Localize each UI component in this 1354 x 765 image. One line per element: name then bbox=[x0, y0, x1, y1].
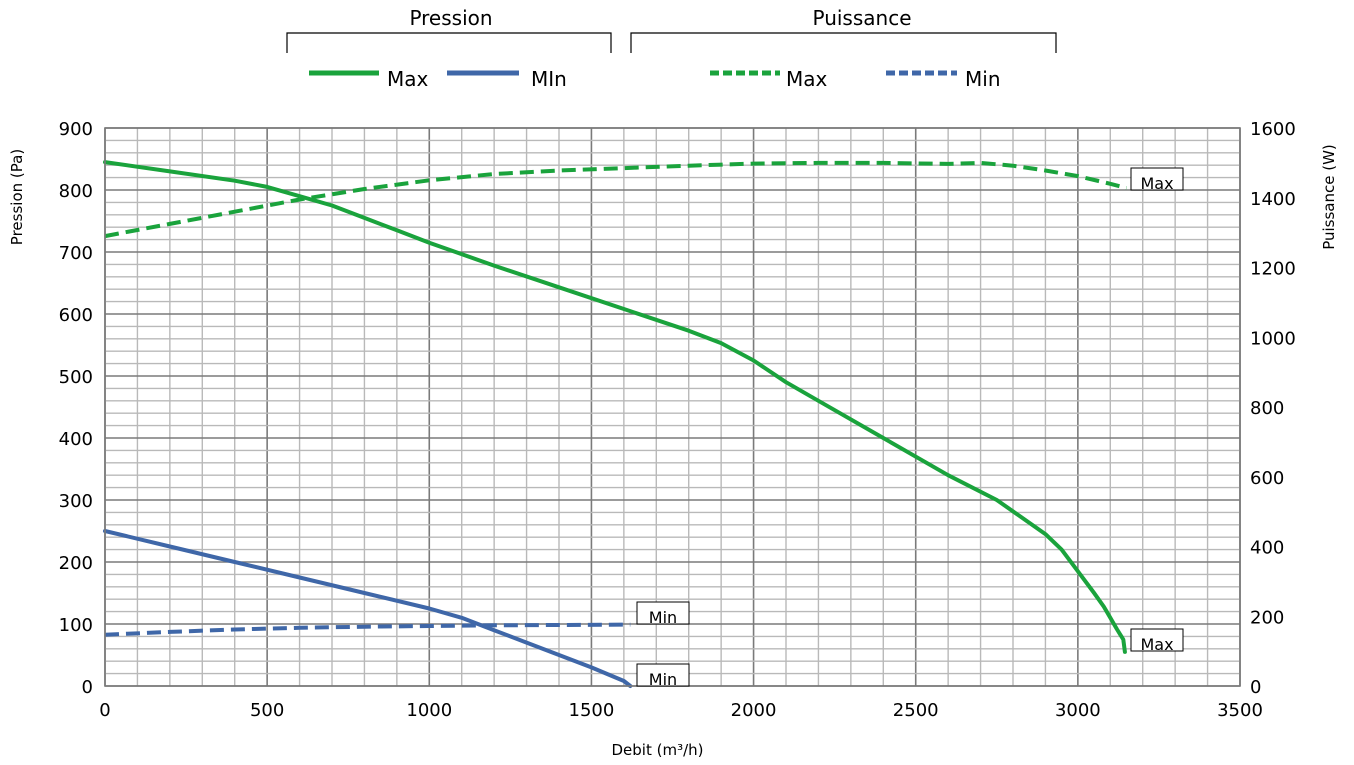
y2-tick-label: 1600 bbox=[1250, 119, 1296, 140]
series-puissance-min-line bbox=[104, 622, 631, 637]
curve-label-box bbox=[636, 601, 690, 625]
legend-label: MIn bbox=[531, 67, 567, 91]
y2-tick-label: 600 bbox=[1250, 468, 1284, 489]
y-tick-label: 900 bbox=[59, 119, 93, 140]
series-puissance-max-line bbox=[104, 160, 1128, 239]
x-axis-label: Debit (m³/h) bbox=[611, 741, 703, 759]
y-tick-label: 0 bbox=[82, 677, 93, 698]
curve-label: Max bbox=[1140, 635, 1173, 654]
y2-tick-label: 800 bbox=[1250, 398, 1284, 419]
x-tick-label: 3500 bbox=[1217, 700, 1263, 721]
y2-tick-label: 1200 bbox=[1250, 259, 1296, 280]
legend-group-bracket bbox=[630, 32, 1057, 53]
legend-label: Max bbox=[387, 67, 429, 91]
curve-label-box bbox=[1130, 167, 1184, 191]
y-tick-label: 600 bbox=[59, 305, 93, 326]
x-tick-label: 2000 bbox=[731, 700, 777, 721]
y-tick-label: 400 bbox=[59, 429, 93, 450]
x-tick-label: 3000 bbox=[1055, 700, 1101, 721]
y-tick-label: 200 bbox=[59, 553, 93, 574]
y-tick-label: 100 bbox=[59, 615, 93, 636]
legend-group-title: Puissance bbox=[812, 6, 911, 30]
curve-label-box bbox=[636, 663, 690, 687]
end-labels: Max Min Max Min bbox=[636, 167, 1184, 689]
curve-label: Min bbox=[649, 608, 677, 627]
x-tick-label: 500 bbox=[250, 700, 284, 721]
series-layer bbox=[103, 160, 1128, 688]
x-tick-label: 2500 bbox=[893, 700, 939, 721]
legend: Pression Puissance Max MIn Max Min bbox=[286, 6, 1057, 91]
y2-tick-label: 400 bbox=[1250, 538, 1284, 559]
x-tick-label: 1500 bbox=[569, 700, 615, 721]
y2-tick-label: 1400 bbox=[1250, 189, 1296, 210]
y-tick-label: 800 bbox=[59, 181, 93, 202]
x-tick-label: 0 bbox=[99, 700, 110, 721]
y2-tick-label: 200 bbox=[1250, 607, 1284, 628]
series-pression-min-line bbox=[103, 529, 633, 688]
y-tick-label: 500 bbox=[59, 367, 93, 388]
x-tick-label: 1000 bbox=[406, 700, 452, 721]
series-pression-max-line bbox=[103, 160, 1127, 654]
y-tick-label: 700 bbox=[59, 243, 93, 264]
legend-group-bracket bbox=[286, 32, 612, 53]
y-tick-label: 300 bbox=[59, 491, 93, 512]
curve-label: Min bbox=[649, 670, 677, 689]
curve-label-box bbox=[1130, 628, 1184, 652]
legend-label: Min bbox=[965, 67, 1001, 91]
grid bbox=[104, 127, 1241, 687]
legend-label: Max bbox=[786, 67, 828, 91]
y-axis-label: Pression (Pa) bbox=[8, 149, 26, 245]
y2-tick-label: 0 bbox=[1250, 677, 1261, 698]
y2-axis-label: Puissance (W) bbox=[1320, 144, 1338, 250]
curve-label: Max bbox=[1140, 174, 1173, 193]
legend-group-title: Pression bbox=[409, 6, 492, 30]
axes: 0 500 1000 1500 2000 2500 3000 3500010020030040… bbox=[8, 119, 1338, 759]
y2-tick-label: 1000 bbox=[1250, 328, 1296, 349]
